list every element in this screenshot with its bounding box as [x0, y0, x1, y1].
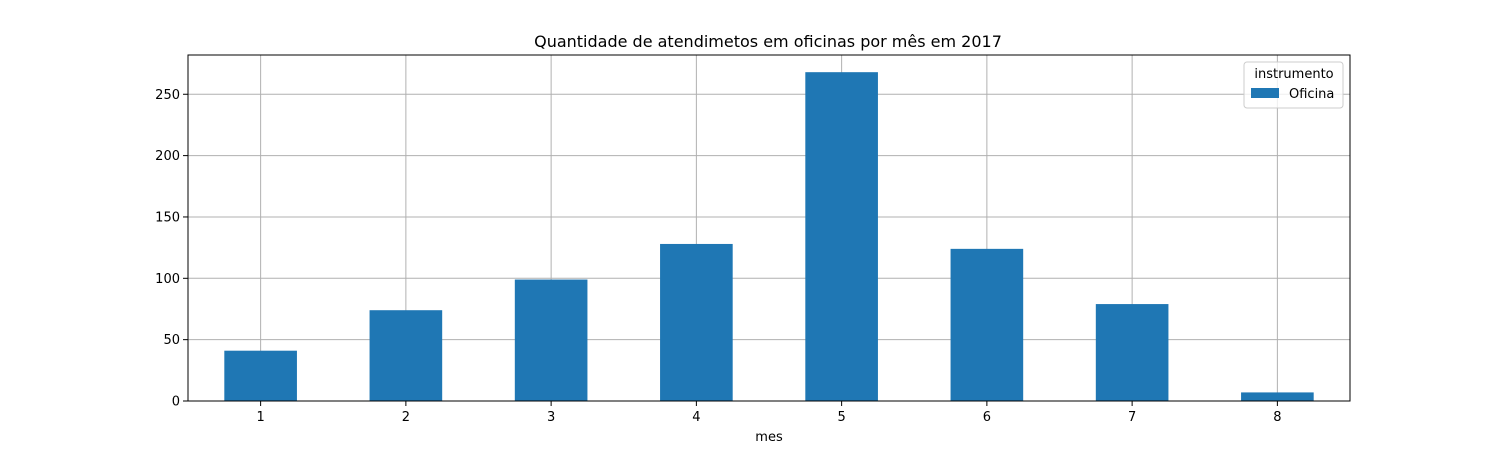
bar-8 [1241, 392, 1314, 401]
bar-3 [514, 279, 588, 401]
x-tick-label: 4 [692, 410, 700, 425]
x-tick-label: 8 [1273, 410, 1281, 425]
bars [224, 72, 1314, 401]
bar-7 [1095, 304, 1169, 401]
bar-6 [950, 248, 1024, 401]
x-tick-label: 7 [1128, 410, 1136, 425]
x-axis-label: mes [755, 430, 783, 445]
y-axis: 0 50 100 150 200 250 [155, 88, 188, 410]
legend-label-oficina: Oficina [1289, 87, 1334, 102]
x-tick-label: 1 [256, 410, 264, 425]
x-tick-label: 5 [837, 410, 845, 425]
y-tick-label: 150 [155, 210, 180, 225]
x-tick-label: 6 [983, 410, 991, 425]
bar-2 [369, 310, 443, 401]
legend-swatch-oficina [1251, 88, 1279, 98]
x-axis: 1 2 3 4 5 6 7 8 [256, 401, 1282, 425]
legend: instrumento Oficina [1243, 61, 1344, 109]
x-tick-label: 2 [402, 410, 410, 425]
y-tick-label: 100 [155, 272, 180, 287]
legend-title: instrumento [1254, 67, 1333, 82]
chart-title: Quantidade de atendimetos em oficinas po… [534, 32, 1002, 51]
bar-5 [805, 72, 878, 401]
x-tick-label: 3 [547, 410, 555, 425]
y-tick-label: 200 [155, 149, 180, 164]
plot-frame [187, 54, 1351, 402]
y-tick-label: 250 [155, 88, 180, 103]
bar-4 [660, 243, 733, 401]
y-tick-label: 0 [172, 395, 180, 410]
y-tick-label: 50 [163, 333, 180, 348]
grid-lines [188, 55, 1350, 402]
bar-1 [224, 350, 297, 401]
